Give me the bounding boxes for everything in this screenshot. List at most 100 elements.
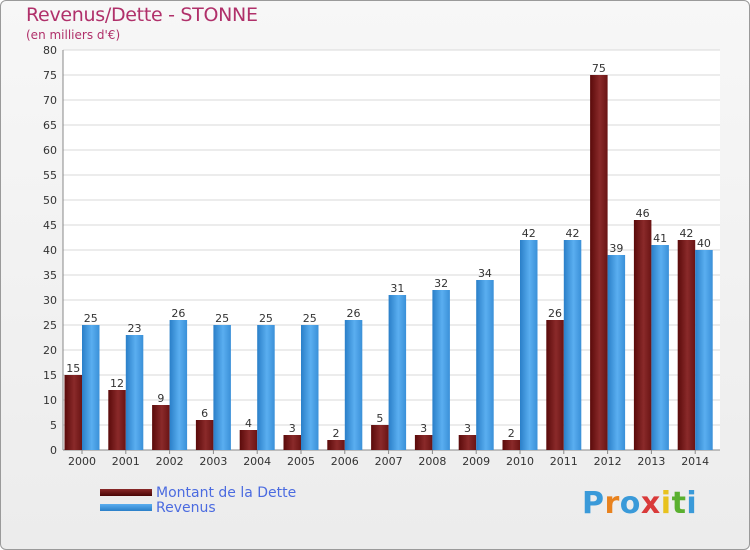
y-tick-label: 65	[43, 119, 57, 132]
bar-dette	[239, 430, 258, 450]
y-tick-label: 35	[43, 269, 57, 282]
data-label: 3	[464, 422, 471, 435]
data-label: 42	[679, 227, 693, 240]
bar-revenus	[432, 290, 450, 450]
bar-revenus	[213, 325, 231, 450]
data-label: 3	[289, 422, 296, 435]
x-tick-label: 2003	[199, 455, 227, 468]
data-label: 46	[636, 207, 650, 220]
bar-revenus	[520, 240, 538, 450]
y-tick-label: 45	[43, 219, 57, 232]
data-label: 5	[376, 412, 383, 425]
data-label: 2	[508, 427, 515, 440]
bar-revenus	[607, 255, 626, 450]
bar-revenus	[82, 325, 100, 450]
y-tick-label: 5	[50, 419, 57, 432]
bar-dette	[327, 440, 345, 450]
data-label: 42	[566, 227, 580, 240]
data-label: 25	[84, 312, 98, 325]
data-label: 2	[333, 427, 340, 440]
data-label: 75	[592, 62, 606, 75]
bar-revenus	[651, 245, 669, 450]
y-tick-label: 0	[50, 444, 57, 457]
data-label: 31	[390, 282, 404, 295]
chart-subtitle: (en milliers d'€)	[26, 28, 121, 42]
data-label: 42	[522, 227, 536, 240]
data-label: 34	[478, 267, 492, 280]
bar-dette	[152, 405, 170, 450]
logo-letter: x	[640, 486, 661, 521]
y-tick-label: 30	[43, 294, 57, 307]
data-label: 4	[245, 417, 252, 430]
y-tick-label: 15	[43, 369, 57, 382]
proxiti-logo: Proxiti	[582, 486, 697, 521]
x-tick-label: 2012	[594, 455, 622, 468]
data-label: 9	[157, 392, 164, 405]
data-label: 15	[66, 362, 80, 375]
bar-revenus	[169, 320, 188, 450]
bar-dette	[458, 435, 477, 450]
bar-dette	[502, 440, 520, 450]
y-tick-label: 20	[43, 344, 57, 357]
y-tick-label: 25	[43, 319, 57, 332]
bar-dette	[546, 320, 564, 450]
data-label: 12	[110, 377, 124, 390]
logo-letter: i	[686, 486, 698, 521]
legend-label-revenus: Revenus	[156, 500, 216, 516]
bar-revenus	[125, 335, 144, 450]
x-tick-label: 2005	[287, 455, 315, 468]
data-label: 25	[303, 312, 317, 325]
data-label: 6	[201, 407, 208, 420]
x-tick-label: 2004	[243, 455, 271, 468]
y-tick-label: 40	[43, 244, 57, 257]
x-tick-label: 2000	[68, 455, 96, 468]
bar-dette	[633, 220, 652, 450]
bar-dette	[283, 435, 301, 450]
data-label: 25	[259, 312, 273, 325]
chart-title: Revenus/Dette - STONNE	[26, 4, 258, 26]
bar-revenus	[476, 280, 494, 450]
bar-dette	[371, 425, 389, 450]
bar-revenus	[301, 325, 319, 450]
bar-dette	[108, 390, 126, 450]
y-tick-label: 50	[43, 194, 57, 207]
data-label: 23	[128, 322, 142, 335]
x-tick-label: 2014	[681, 455, 709, 468]
bar-dette	[590, 75, 608, 450]
x-tick-label: 2002	[156, 455, 184, 468]
logo-letter: i	[660, 486, 672, 521]
x-tick-label: 2001	[112, 455, 140, 468]
data-label: 26	[171, 307, 185, 320]
y-tick-label: 10	[43, 394, 57, 407]
logo-letter: r	[604, 486, 620, 521]
bar-dette	[195, 420, 214, 450]
legend-swatch-revenus	[100, 504, 152, 511]
x-tick-label: 2013	[637, 455, 665, 468]
bar-revenus	[388, 295, 407, 450]
logo-letter: P	[582, 486, 605, 521]
x-tick-label: 2008	[418, 455, 446, 468]
data-label: 26	[347, 307, 361, 320]
data-label: 39	[609, 242, 623, 255]
legend-swatch-debt	[100, 489, 152, 496]
data-label: 3	[420, 422, 427, 435]
x-tick-label: 2011	[550, 455, 578, 468]
bar-revenus	[344, 320, 363, 450]
legend-label-debt: Montant de la Dette	[156, 485, 297, 501]
bar-revenus	[695, 250, 713, 450]
bar-revenus	[257, 325, 275, 450]
x-tick-label: 2010	[506, 455, 534, 468]
y-tick-label: 80	[43, 44, 57, 57]
data-label: 26	[548, 307, 562, 320]
y-tick-label: 75	[43, 69, 57, 82]
data-label: 40	[697, 237, 711, 250]
logo-letter: t	[671, 486, 687, 521]
bar-dette	[64, 375, 82, 450]
data-label: 25	[215, 312, 229, 325]
y-tick-label: 55	[43, 169, 57, 182]
y-tick-label: 60	[43, 144, 57, 157]
x-tick-label: 2006	[331, 455, 359, 468]
bar-dette	[677, 240, 696, 450]
data-label: 41	[653, 232, 667, 245]
